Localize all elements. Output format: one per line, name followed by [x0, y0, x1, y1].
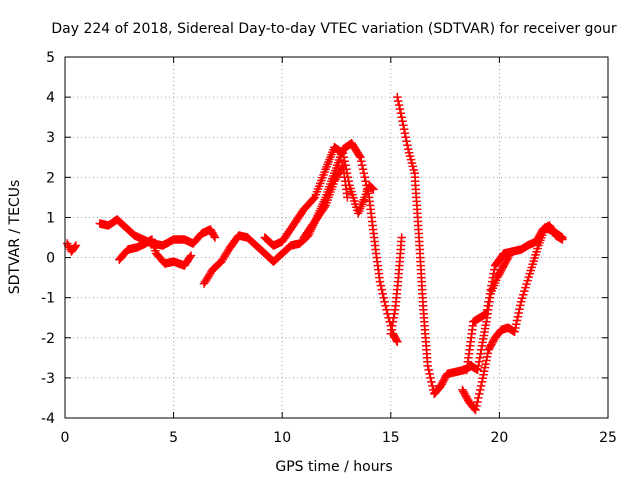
data-series-3: [115, 235, 196, 270]
data-point-markers: [386, 233, 406, 339]
y-tick-label: 0: [46, 251, 55, 267]
y-tick-label: 1: [46, 210, 55, 226]
series-layer: [62, 92, 567, 415]
data-point-markers: [62, 239, 81, 256]
axis-layer: -4 -3 -2 -1 0 1 2 3 4 5 0 5 10 15 20 25: [41, 50, 617, 446]
grid-layer: [65, 57, 608, 418]
chart-title: Day 224 of 2018, Sidereal Day-to-day VTE…: [51, 21, 617, 37]
data-point-markers: [299, 161, 352, 242]
y-tick-label: 2: [46, 170, 55, 186]
x-tick-label: 10: [273, 430, 291, 446]
data-series-6: [299, 161, 352, 242]
data-series-1: [62, 239, 81, 256]
x-tick-label: 20: [490, 430, 508, 446]
data-point-markers: [115, 235, 196, 270]
x-tick-label: 15: [382, 430, 400, 446]
y-tick-label: 3: [46, 130, 55, 146]
x-tick-label: 25: [599, 430, 617, 446]
y-tick-label: -1: [41, 291, 55, 307]
x-tick-label: 5: [169, 430, 178, 446]
y-tick-label: -4: [41, 411, 55, 427]
data-series-7: [386, 233, 406, 339]
x-axis-label: GPS time / hours: [275, 459, 392, 475]
y-tick-label: 4: [46, 90, 55, 106]
y-axis-label: SDTVAR / TECUs: [7, 180, 23, 295]
plot-frame: [64, 56, 609, 419]
data-series-10: [462, 221, 567, 375]
x-tick-label: 0: [61, 430, 70, 446]
data-point-markers: [462, 221, 567, 375]
y-tick-label: 5: [46, 50, 55, 66]
y-tick-label: -3: [41, 371, 55, 387]
y-tick-label: -2: [41, 331, 55, 347]
